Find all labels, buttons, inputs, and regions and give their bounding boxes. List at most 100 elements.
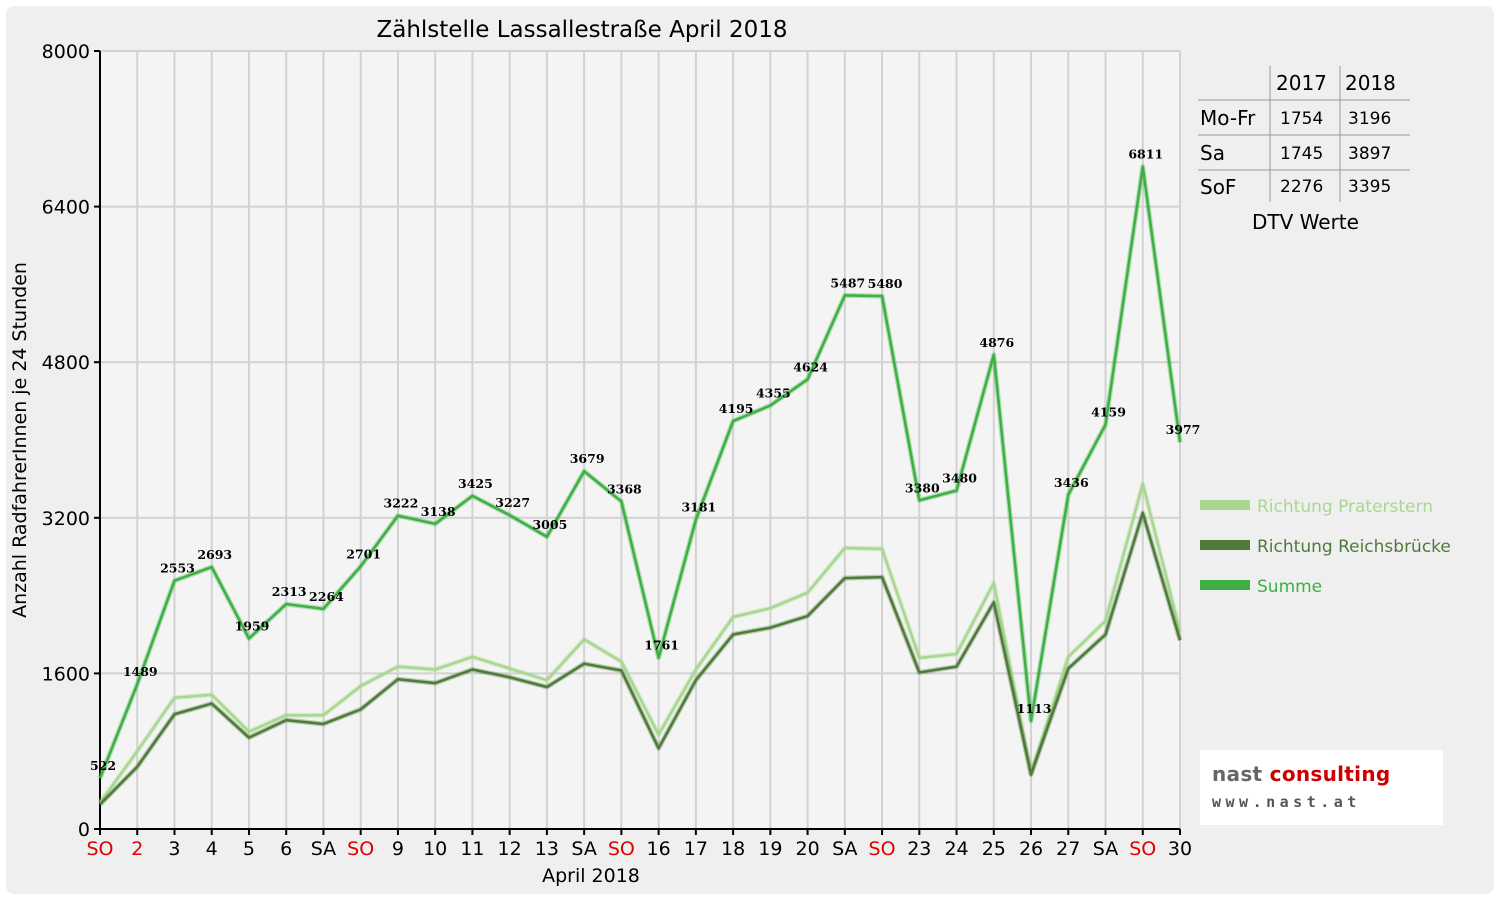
dtv-value-2018: 3395 [1348,177,1392,197]
data-label: 3222 [384,496,419,511]
data-label: 3368 [607,481,642,496]
x-tick-label: 11 [460,838,484,860]
x-tick-label: SO [86,838,113,860]
series-line-2 [99,511,1182,806]
legend-label: Summe [1257,577,1322,597]
data-label: 2701 [346,546,381,561]
dtv-value-2017: 1754 [1280,109,1324,129]
legend-label: Richtung Reichsbrücke [1257,537,1451,557]
company-logo: nast consulting www.nast.at [1200,750,1443,825]
dtv-table-grid [1198,66,1410,202]
dtv-row-label: Mo-Fr [1200,106,1256,130]
dtv-header-2018: 2018 [1345,71,1396,95]
x-tick-label: 13 [535,838,559,860]
dtv-caption: DTV Werte [1252,210,1359,234]
x-tick-label: SA [571,838,596,860]
x-tick-label: 25 [982,838,1006,860]
data-label: 3181 [681,500,716,515]
x-tick-label: SA [1093,838,1118,860]
dtv-value-2017: 1745 [1280,144,1324,164]
logo-wordmark: nast consulting [1212,762,1390,786]
x-tick-label: SA [311,838,336,860]
x-tick-label: 9 [392,838,404,860]
legend-swatch [1200,500,1250,510]
x-tick-label: 27 [1056,838,1080,860]
x-tick-label: 17 [684,838,708,860]
data-label: 3138 [421,504,456,519]
x-tick-label: SA [832,838,857,860]
data-label: 4876 [979,335,1014,350]
x-tick-label: SO [1129,838,1156,860]
dtv-row-label: Sa [1200,141,1225,165]
data-label: 522 [90,758,116,773]
x-tick-label: 20 [795,838,819,860]
x-tick-label: 4 [206,838,218,860]
x-tick-label: 16 [647,838,671,860]
dtv-value-2018: 3196 [1348,109,1392,129]
x-tick-label: SO [608,838,635,860]
x-tick-label: 5 [243,838,255,860]
series-line-1 [98,482,1182,804]
x-tick-label: 24 [944,838,968,860]
legend-label: Richtung Praterstern [1257,497,1433,517]
dtv-value-2017: 2276 [1280,177,1324,197]
dtv-row-label: SoF [1200,175,1237,199]
y-axis-label: Anzahl RadfahrerInnen je 24 Stunden [9,262,31,618]
data-label: 2313 [272,584,307,599]
data-label: 4195 [719,401,754,416]
x-tick-label: SO [347,838,374,860]
data-label: 4624 [793,359,828,374]
data-label: 2264 [309,589,344,604]
y-tick-label: 3200 [42,508,90,530]
data-label: 4355 [756,385,791,400]
data-label: 3977 [1166,422,1201,437]
y-tick-label: 0 [78,819,90,841]
logo-name-red: consulting [1269,762,1391,786]
data-label: 3005 [532,517,567,532]
data-label: 3425 [458,476,493,491]
logo-url: www.nast.at [1212,793,1361,811]
logo-name-gray: nast [1212,762,1263,786]
legend: Richtung Praterstern Richtung Reichsbrück… [1200,497,1451,597]
y-tick-label: 6400 [42,197,90,219]
data-label: 6811 [1128,147,1163,162]
data-label: 2553 [160,561,195,576]
legend-swatch [1200,540,1250,550]
x-tick-label: 2 [131,838,143,860]
y-tick-label: 4800 [42,352,90,374]
x-tick-label: 12 [498,838,522,860]
series-lines [97,164,1183,807]
x-tick-label: 26 [1019,838,1043,860]
x-tick-label: 6 [280,838,292,860]
series-line-3 [98,165,1182,779]
x-tick-label: 19 [758,838,782,860]
data-label: 2693 [197,547,232,562]
x-tick-label: 30 [1168,838,1192,860]
data-label: 4159 [1091,405,1126,420]
data-label: 1113 [1017,701,1052,716]
data-label: 3679 [570,451,605,466]
data-label: 1489 [123,664,158,679]
legend-swatch [1200,580,1250,590]
x-tick-label: 10 [423,838,447,860]
data-label: 1761 [644,638,679,653]
chart-title: Zählstelle Lassallestraße April 2018 [376,17,787,43]
y-tick-label: 8000 [42,41,90,63]
data-label: 5487 [830,275,865,290]
data-label: 1959 [235,618,270,633]
data-label: 3380 [905,480,940,495]
x-tick-label: 23 [907,838,931,860]
x-tick-label: 3 [168,838,180,860]
data-label: 3480 [942,471,977,486]
data-label: 3436 [1054,475,1089,490]
data-label: 3227 [495,495,530,510]
dtv-header-2017: 2017 [1276,71,1327,95]
x-axis-label: April 2018 [542,865,640,887]
data-label: 5480 [868,276,903,291]
x-tick-label: SO [869,838,896,860]
dtv-value-2018: 3897 [1348,144,1392,164]
y-tick-label: 1600 [42,663,90,685]
